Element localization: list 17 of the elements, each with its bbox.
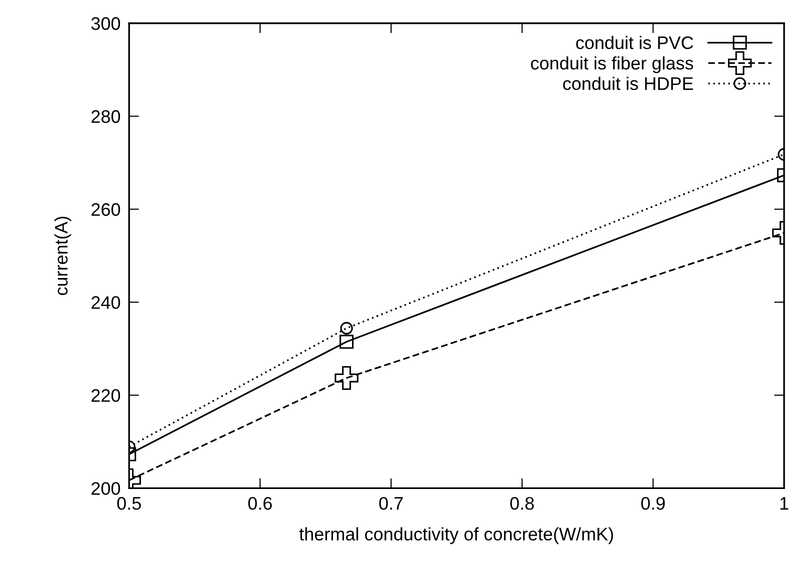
y-tick-label: 300: [91, 17, 120, 30]
legend-label: conduit is PVC: [576, 36, 694, 50]
y-tick-label: 240: [92, 296, 120, 309]
y-tick-label: 200: [92, 482, 120, 495]
legend-label: conduit is HDPE: [563, 76, 694, 90]
x-tick-label: 0.5: [117, 496, 141, 510]
x-tick-label: 0.9: [641, 496, 665, 510]
y-axis-title: current(A): [54, 216, 72, 296]
legend-label: conduit is fiber glass: [530, 56, 694, 74]
y-tick-label: 220: [92, 389, 120, 402]
x-tick-label: 1: [780, 497, 788, 510]
y-tick-label: 280: [92, 110, 120, 123]
x-tick-label: 0.6: [248, 496, 272, 510]
x-tick-label: 0.8: [510, 496, 534, 510]
x-axis-title: thermal conductivity of concrete(W/mK): [299, 527, 614, 544]
y-tick-label: 260: [92, 203, 120, 216]
x-tick-label: 0.7: [379, 496, 403, 510]
